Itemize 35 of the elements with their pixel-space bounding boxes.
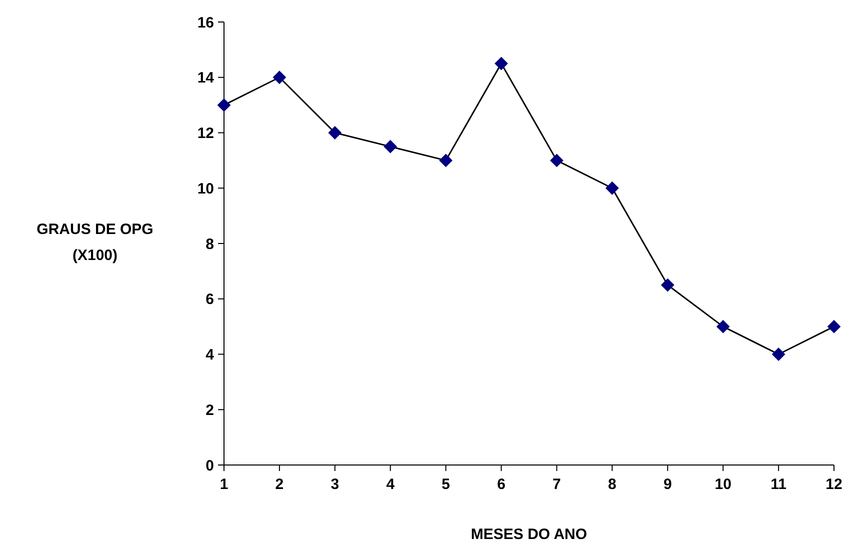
y-tick-label: 14 bbox=[197, 70, 215, 87]
x-tick-label: 6 bbox=[497, 476, 506, 493]
x-tick-label: 10 bbox=[714, 476, 732, 493]
point bbox=[384, 140, 397, 154]
point bbox=[661, 278, 674, 292]
x-tick-label: 9 bbox=[663, 476, 672, 493]
x-tick-label: 1 bbox=[220, 476, 228, 493]
x-tick-label: 11 bbox=[770, 476, 786, 493]
x-axis-title: MESES DO ANO bbox=[470, 526, 588, 543]
x-tick-label: 5 bbox=[442, 476, 450, 493]
y-axis-title: GRAUS DE OPG (X100) bbox=[36, 221, 154, 264]
x-tick-label: 7 bbox=[552, 476, 561, 493]
y-tick-label: 8 bbox=[206, 236, 214, 253]
point bbox=[328, 126, 342, 140]
point bbox=[272, 70, 286, 84]
point bbox=[772, 348, 786, 361]
x-tick-label: 3 bbox=[330, 476, 340, 493]
point bbox=[828, 320, 840, 334]
point bbox=[218, 98, 230, 112]
y-tick-label: 10 bbox=[197, 180, 214, 198]
y-tick-label: 0 bbox=[206, 457, 214, 474]
y-tick-label: 6 bbox=[206, 291, 214, 308]
point bbox=[550, 154, 564, 167]
point bbox=[716, 320, 730, 334]
x-tick-label: 12 bbox=[826, 476, 842, 493]
y-tick-label: 16 bbox=[197, 14, 214, 32]
x-tick-label: 4 bbox=[386, 476, 396, 493]
point bbox=[606, 182, 619, 195]
x-tick-label: 8 bbox=[608, 476, 616, 493]
y-tick-label: 4 bbox=[206, 346, 215, 364]
x-tick-label: 2 bbox=[275, 476, 284, 493]
y-tick-label: 2 bbox=[206, 402, 214, 419]
y-tick-label: 12 bbox=[197, 125, 214, 142]
point bbox=[439, 154, 452, 167]
point bbox=[494, 57, 508, 70]
